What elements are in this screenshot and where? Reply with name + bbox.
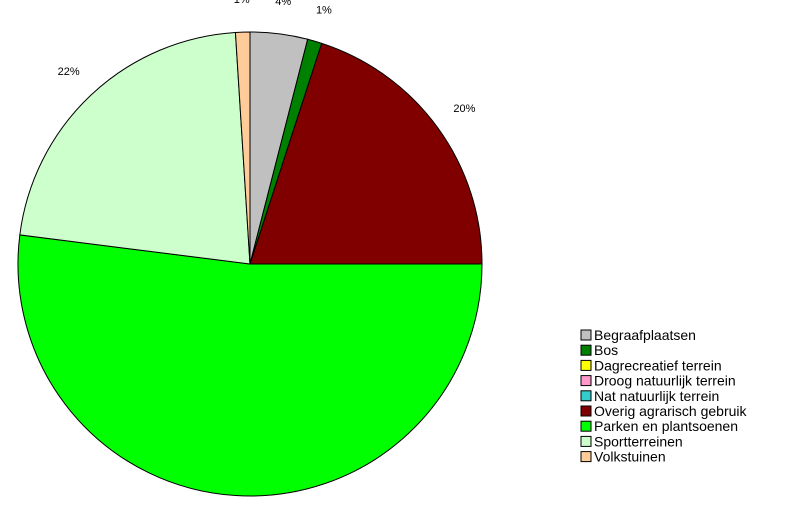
pie-slice-9 [234, 31, 251, 265]
pie-slice-6 [249, 42, 483, 265]
slice-percent-label: 4% [275, 0, 291, 8]
legend-label: Dagrecreatief terrein [594, 357, 722, 373]
pie-percent-labels: 4%1%20%52%22%1% [58, 0, 476, 115]
legend-label: Begraafplaatsen [594, 327, 696, 343]
legend-label: Overig agrarisch gebruik [594, 403, 748, 419]
slice-percent-label: 20% [453, 103, 475, 115]
legend-swatch [580, 359, 592, 371]
pie-slice-7 [17, 234, 483, 497]
legend-swatch [580, 375, 592, 387]
legend-swatch [580, 420, 592, 432]
pie-slices [17, 31, 483, 497]
slice-percent-label: 22% [58, 66, 80, 78]
legend-swatch [580, 435, 592, 447]
pie-slice-8 [19, 31, 251, 265]
legend-swatch [580, 405, 592, 417]
legend-label: Nat natuurlijk terrein [594, 388, 719, 404]
legend-label: Bos [594, 342, 618, 358]
legend-swatch [580, 344, 592, 356]
legend-swatch [580, 451, 592, 463]
legend-label: Sportterreinen [594, 433, 683, 449]
legend-label: Parken en plantsoenen [594, 418, 738, 434]
legend-label: Droog natuurlijk terrein [594, 373, 736, 389]
legend-label: Volkstuinen [594, 449, 666, 465]
legend-swatch [580, 329, 592, 341]
slice-percent-label: 1% [316, 5, 332, 17]
legend-swatch [580, 390, 592, 402]
slice-percent-label: 1% [234, 0, 250, 6]
